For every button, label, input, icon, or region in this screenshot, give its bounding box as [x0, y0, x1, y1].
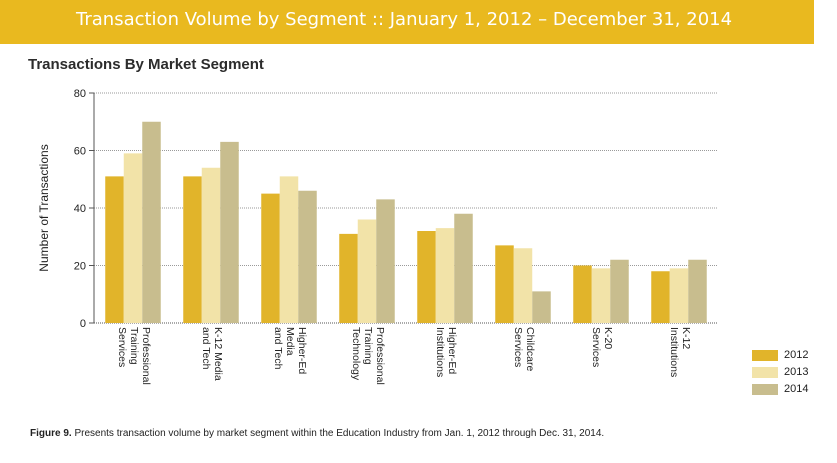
legend-label: 2013	[784, 366, 809, 378]
bar-2012-4	[417, 231, 436, 323]
bar-2012-6	[573, 265, 592, 323]
caption-text: Presents transaction volume by market se…	[74, 428, 605, 439]
bar-2013-1	[201, 167, 221, 323]
bar-2013-7	[669, 268, 689, 323]
legend-item-2013: 2013	[752, 364, 808, 380]
legend-item-2012: 2012	[752, 347, 808, 363]
x-tick-label: Services	[116, 327, 128, 367]
legend-label: 2012	[784, 349, 809, 361]
x-tick-label: Training	[362, 327, 374, 365]
caption-label: Figure 9.	[30, 428, 72, 439]
x-tick-label: Institutions	[668, 327, 680, 377]
y-tick-label: 40	[74, 203, 86, 215]
legend-item-2014: 2014	[752, 381, 808, 397]
bar-2014-5	[532, 291, 551, 323]
bar-2013-4	[435, 228, 455, 323]
x-tick-label: Institutions	[434, 327, 446, 377]
bar-2013-6	[591, 268, 611, 323]
bar-2013-2	[279, 176, 299, 323]
x-tick-label: and Tech	[272, 327, 284, 370]
bar-2014-7	[688, 259, 707, 323]
y-tick-label: 60	[74, 146, 86, 158]
bar-2012-3	[339, 233, 358, 323]
figure-caption: Figure 9. Presents transaction volume by…	[30, 428, 604, 439]
x-tick-label: Services	[590, 327, 602, 367]
bar-chart: 0 20 40 60 80 Number of Transactions Professio…	[37, 88, 718, 385]
bar-2014-1	[220, 141, 239, 323]
bar-2013-3	[357, 219, 377, 323]
bar-2012-1	[183, 176, 202, 323]
y-tick-label: 0	[80, 318, 86, 330]
x-tick-label: K-20	[602, 327, 614, 349]
bar-2014-3	[376, 199, 395, 323]
chart-title: Transactions By Market Segment	[28, 56, 264, 73]
x-tick-label: and Tech	[200, 327, 212, 370]
legend-swatch	[752, 366, 778, 378]
bar-2012-2	[261, 193, 280, 323]
bar-2012-7	[651, 271, 670, 323]
header-banner: Transaction Volume by Segment :: January…	[0, 0, 814, 44]
x-tick-label: Professional	[140, 327, 152, 385]
bar-2012-5	[495, 245, 514, 323]
legend-label: 2014	[784, 383, 809, 395]
x-tick-label: Higher-Ed	[296, 327, 308, 374]
y-tick-label: 20	[74, 261, 86, 273]
bar-2013-5	[513, 248, 533, 323]
bar-2012-0	[105, 176, 124, 323]
x-tick-label: K-12	[680, 327, 692, 349]
x-tick-label: Services	[512, 327, 524, 367]
x-tick-label: Childcare	[524, 327, 536, 372]
y-tick-label: 80	[74, 88, 86, 100]
bar-2014-6	[610, 259, 629, 323]
x-tick-label: Professional	[374, 327, 386, 385]
banner-title: Transaction Volume by Segment :: January…	[76, 9, 733, 30]
legend-swatch	[752, 349, 778, 361]
x-tick-label: K-12 Media	[212, 327, 224, 381]
bar-2014-0	[142, 121, 161, 323]
legend-swatch	[752, 383, 778, 395]
x-tick-label: Training	[128, 327, 140, 365]
x-tick-label: Technology	[350, 327, 362, 381]
bar-2014-2	[298, 190, 317, 323]
bar-2014-4	[454, 213, 473, 323]
y-axis-label: Number of Transactions	[37, 144, 51, 271]
bar-2013-0	[123, 153, 143, 323]
chart-legend: 2012 2013 2014	[752, 347, 808, 398]
x-tick-label: Higher-Ed	[446, 327, 458, 374]
x-tick-label: Media	[284, 327, 296, 356]
